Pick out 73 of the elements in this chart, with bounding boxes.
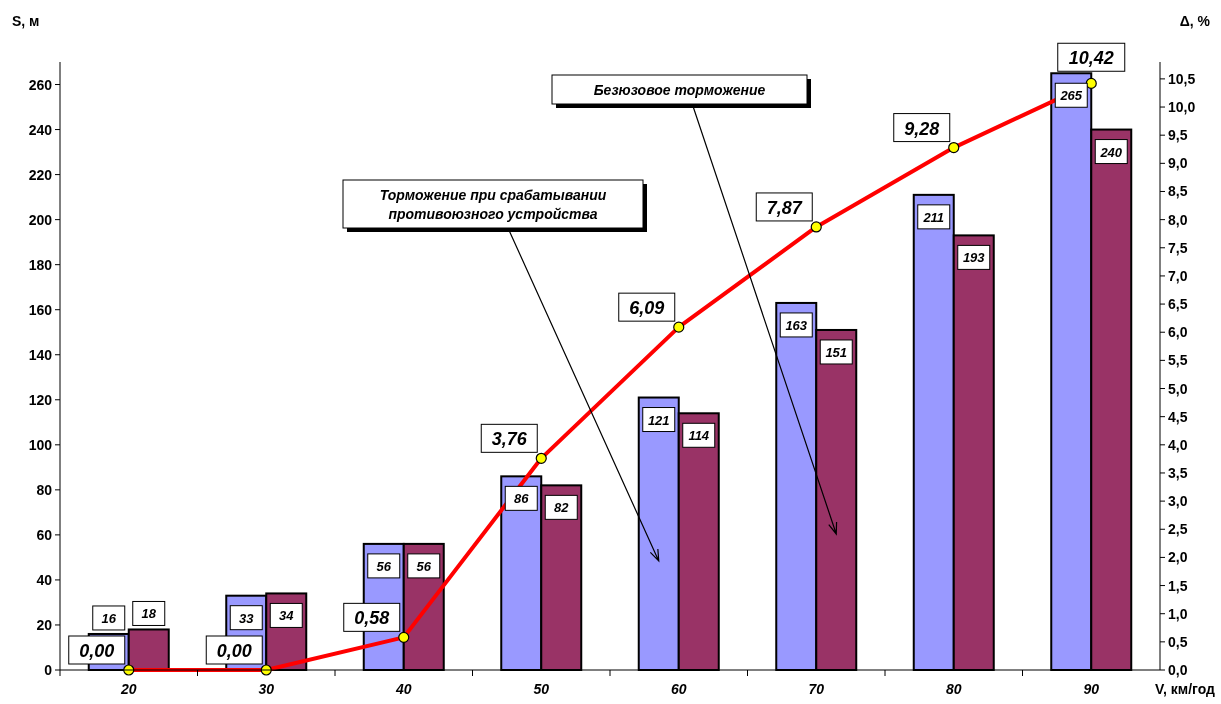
y-tick-label: 260 (28, 76, 53, 93)
y-tick-label: 220 (28, 166, 53, 183)
y2-tick-label: 4,5 (1168, 408, 1188, 425)
y-tick-label: 0 (44, 662, 53, 678)
data-label: 82 (554, 500, 570, 516)
x-tick-label: 60 (670, 681, 687, 697)
x-axis-title: V, км/год (1155, 681, 1216, 697)
data-label: 56 (416, 558, 432, 574)
y2-tick-label: 0,0 (1168, 662, 1188, 678)
y-tick-label: 120 (28, 391, 53, 408)
y-axis-title: S, м (12, 13, 40, 29)
data-label: 0,00 (216, 641, 252, 661)
text: Безюзовое торможение (593, 82, 766, 98)
y2-tick-label: 2,5 (1168, 521, 1188, 538)
x-tick-label: 90 (1083, 681, 1100, 697)
x-tick-label: 70 (808, 681, 825, 697)
y-tick-label: 160 (28, 301, 53, 318)
y-tick-label: 240 (28, 121, 53, 138)
y-tick-label: 80 (36, 481, 53, 498)
data-label: 18 (141, 606, 157, 622)
y2-tick-label: 1,5 (1168, 577, 1188, 594)
x-tick-label: 30 (258, 681, 275, 697)
y-tick-label: 20 (36, 616, 53, 633)
data-label: 193 (962, 250, 986, 266)
data-label: 163 (785, 317, 808, 333)
y2-tick-label: 8,5 (1168, 183, 1188, 200)
data-label: 0,00 (79, 641, 115, 661)
data-label: 3,76 (491, 429, 528, 450)
y2-tick-label: 5,0 (1168, 380, 1188, 397)
data-label: 240 (1099, 144, 1123, 160)
x-tick-label: 20 (119, 681, 137, 697)
data-label: 114 (688, 428, 710, 444)
y2-tick-label: 7,5 (1168, 239, 1188, 256)
data-label: 265 (1059, 88, 1083, 104)
y-tick-label: 60 (36, 526, 53, 543)
text: Торможение при срабатывании противоюзного устройства (379, 187, 607, 222)
y2-tick-label: 9,0 (1168, 155, 1188, 172)
data-label: 34 (279, 608, 295, 624)
data-label: 6,09 (629, 298, 665, 319)
data-label: 211 (922, 209, 945, 225)
y-tick-label: 140 (28, 346, 53, 363)
data-label: 56 (376, 558, 392, 574)
y2-tick-label: 5,5 (1168, 352, 1188, 369)
data-label: 86 (514, 491, 530, 507)
y-tick-label: 40 (36, 571, 53, 588)
y2-tick-label: 8,0 (1168, 211, 1188, 228)
data-label: 0,58 (354, 608, 390, 629)
x-tick-label: 40 (394, 681, 412, 697)
y2-tick-label: 3,5 (1168, 464, 1188, 481)
data-label: 121 (647, 412, 670, 428)
y2-tick-label: 10,0 (1168, 99, 1196, 116)
y2-tick-label: 6,0 (1168, 324, 1188, 341)
y2-tick-label: 9,5 (1168, 127, 1188, 144)
y2-tick-label: 7,0 (1168, 267, 1188, 284)
data-label: 9,28 (904, 118, 940, 139)
y2-tick-label: 0,5 (1168, 633, 1188, 650)
y-tick-label: 200 (28, 211, 53, 228)
y-tick-label: 180 (28, 256, 53, 273)
y-tick-label: 100 (28, 436, 53, 453)
y2-tick-label: 1,0 (1168, 605, 1188, 622)
data-label: 7,87 (766, 197, 803, 218)
y2-tick-label: 6,5 (1168, 296, 1188, 313)
y2-axis-title: Δ, % (1179, 13, 1211, 29)
y2-tick-label: 10,5 (1168, 70, 1196, 87)
y2-tick-label: 2,0 (1168, 549, 1188, 566)
x-tick-label: 80 (945, 681, 962, 697)
data-label: 151 (825, 344, 848, 360)
data-label: 33 (239, 610, 255, 626)
data-label: 16 (101, 610, 117, 626)
x-tick-label: 50 (533, 681, 550, 697)
y2-tick-label: 3,0 (1168, 493, 1188, 510)
y2-tick-label: 4,0 (1168, 436, 1188, 453)
data-label: 10,42 (1068, 48, 1114, 69)
